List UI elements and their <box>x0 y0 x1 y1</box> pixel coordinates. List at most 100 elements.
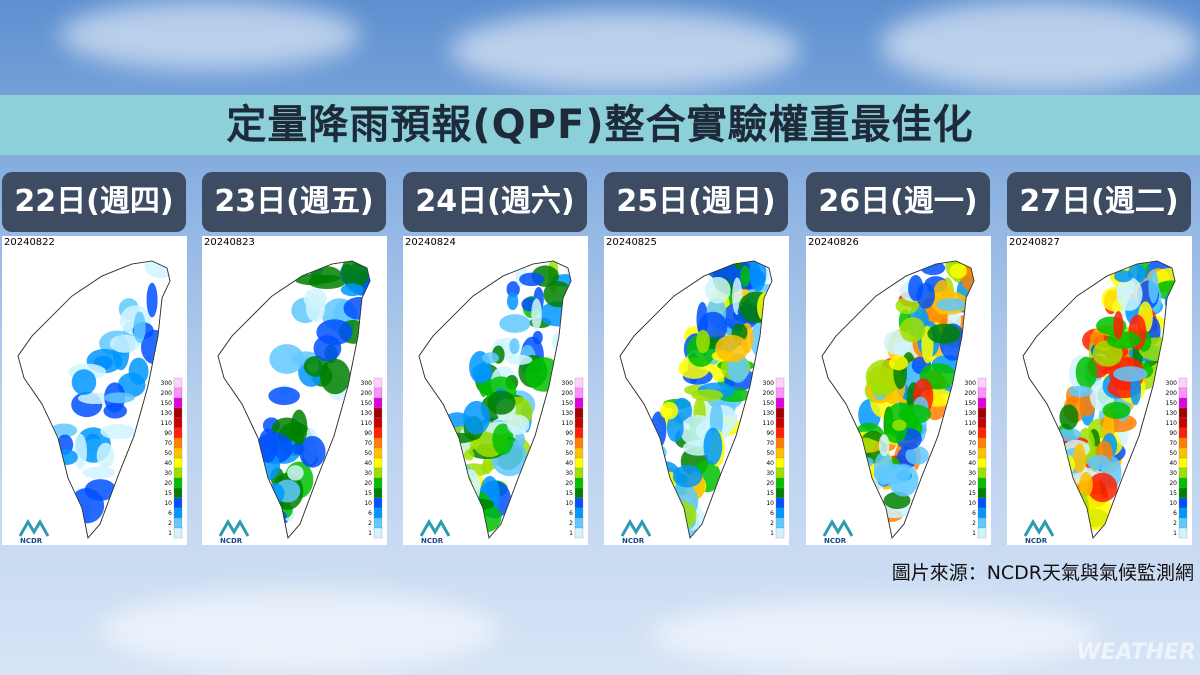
colorbar-cell <box>373 487 383 499</box>
rain-area <box>908 274 924 302</box>
colorbar-cell <box>775 517 785 529</box>
colorbar-cell <box>977 417 987 429</box>
rain-area <box>672 465 703 488</box>
map-panel: 20240823 300 200 150 130 110 90 70 50 40 30 20 15 10 6… <box>202 236 387 545</box>
colorbar-label: 90 <box>968 430 976 437</box>
rain-area <box>707 261 737 280</box>
colorbar-cell <box>173 507 183 519</box>
colorbar-label: 300 <box>763 380 775 387</box>
colorbar-label: 10 <box>364 500 372 507</box>
colorbar-label: 20 <box>565 480 573 487</box>
colorbar-label: 15 <box>364 490 372 497</box>
colorbar-label: 200 <box>562 390 574 397</box>
rain-area <box>834 482 869 500</box>
rain-area <box>1089 332 1105 345</box>
rain-area <box>258 428 278 463</box>
rain-area <box>438 484 450 520</box>
colorbar-cell <box>574 497 584 509</box>
colorbar-label: 30 <box>565 470 573 477</box>
colorbar-label: 1 <box>972 530 976 537</box>
colorbar-cell <box>977 387 987 399</box>
colorbar-label: 50 <box>766 450 774 457</box>
colorbar-label: 40 <box>766 460 774 467</box>
rain-area <box>898 404 932 425</box>
colorbar-cell <box>977 437 987 449</box>
colorbar-label: 130 <box>361 410 373 417</box>
rain-area <box>1068 385 1093 398</box>
rain-area <box>949 263 967 279</box>
map: 20240825 300 200 150 130 110 90 70 50 40 30 20 15 10 6… <box>606 237 785 545</box>
colorbar-cell <box>373 397 383 409</box>
colorbar-label: 6 <box>1173 510 1177 517</box>
colorbar-cell <box>173 407 183 419</box>
colorbar-cell <box>373 457 383 469</box>
map: 20240822 300 200 150 130 110 90 70 50 40 30 20 15 10 6… <box>4 237 187 545</box>
rain-area <box>514 431 525 448</box>
colorbar-cell <box>775 497 785 509</box>
colorbar-label: 70 <box>565 440 573 447</box>
rain-area <box>482 352 499 364</box>
colorbar-cell <box>1178 427 1188 439</box>
rain-area <box>628 472 651 509</box>
rain-area <box>1079 471 1093 497</box>
rain-area <box>237 482 252 496</box>
rain-area <box>1033 479 1064 501</box>
colorbar-cell <box>1178 377 1188 389</box>
rain-area <box>254 508 287 524</box>
colorbar-label: 2 <box>368 520 372 527</box>
colorbar-cell <box>775 417 785 429</box>
colorbar-label: 40 <box>1169 460 1177 467</box>
colorbar-label: 2 <box>770 520 774 527</box>
rain-area <box>857 476 873 488</box>
rain-area <box>519 272 545 287</box>
colorbar-label: 6 <box>168 510 172 517</box>
island-border <box>17 260 171 539</box>
colorbar-cell <box>1178 477 1188 489</box>
rain-area <box>174 251 187 281</box>
colorbar-cell <box>1178 387 1188 399</box>
colorbar-cell <box>574 387 584 399</box>
colorbar-cell <box>574 517 584 529</box>
colorbar-cell <box>1178 497 1188 509</box>
colorbar-cell <box>977 507 987 519</box>
colorbar-cell <box>977 457 987 469</box>
rain-area <box>666 413 684 442</box>
colorbar-label: 70 <box>164 440 172 447</box>
rain-area <box>303 356 329 377</box>
colorbar-label: 300 <box>361 380 373 387</box>
logo-text: NCDR <box>622 537 645 545</box>
colorbar-cell <box>574 477 584 489</box>
colorbar-label: 50 <box>565 450 573 457</box>
colorbar-label: 15 <box>968 490 976 497</box>
colorbar-label: 200 <box>965 390 977 397</box>
day-label: 23日(週五) <box>202 172 386 232</box>
colorbar-label: 150 <box>965 400 977 407</box>
colorbar-cell <box>1178 437 1188 449</box>
logo-mark <box>822 519 854 537</box>
rain-area <box>371 258 387 280</box>
colorbar-label: 20 <box>164 480 172 487</box>
day-label: 27日(週二) <box>1007 172 1191 232</box>
colorbar-label: 70 <box>364 440 372 447</box>
colorbar-cell <box>173 447 183 459</box>
rain-area <box>303 288 327 309</box>
colorbar-cell <box>775 427 785 439</box>
colorbar-label: 1 <box>368 530 372 537</box>
rain-area <box>96 442 115 469</box>
rain-area <box>892 419 907 431</box>
rain-area <box>552 332 566 351</box>
rain-area <box>871 382 888 397</box>
colorbar-label: 70 <box>968 440 976 447</box>
cloud <box>650 600 1100 670</box>
logo-text: NCDR <box>220 537 243 545</box>
rain-area <box>878 434 890 457</box>
colorbar-cell <box>574 397 584 409</box>
colorbar-cell <box>1178 527 1188 539</box>
rain-area <box>463 400 491 435</box>
colorbar-cell <box>373 437 383 449</box>
colorbar-cell <box>775 437 785 449</box>
rain-area <box>532 330 543 345</box>
rain-area <box>1075 356 1098 389</box>
day-label: 26日(週一) <box>806 172 990 232</box>
island-border <box>1022 260 1176 539</box>
